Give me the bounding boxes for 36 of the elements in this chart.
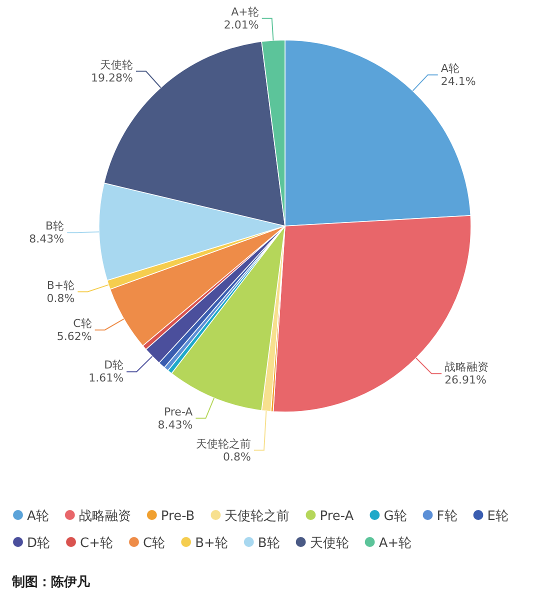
legend-label: B+轮: [195, 536, 228, 551]
data-label: 5.62%: [56, 330, 92, 343]
legend-label: B轮: [258, 536, 280, 551]
slice-label: 战略融资: [444, 360, 489, 374]
data-label: 0.8%: [46, 292, 75, 305]
legend-label: G轮: [384, 509, 407, 524]
slice-label: B+轮: [46, 278, 75, 292]
data-label: 19.28%: [91, 71, 133, 84]
slice-label: B轮: [46, 220, 64, 233]
text: 制图：陈伊凡: [11, 575, 90, 590]
slice-label: A+轮: [231, 5, 259, 18]
slice-label: D轮: [104, 358, 124, 372]
slice-label: 天使轮之前: [196, 437, 251, 450]
legend-label: Pre-A: [320, 509, 354, 524]
legend-label: Pre-B: [160, 509, 195, 524]
data-label: 26.91%: [444, 374, 487, 387]
legend-label: 天使轮: [310, 536, 349, 551]
legend-label: D轮: [27, 536, 50, 551]
data-label: 1.61%: [88, 372, 124, 385]
data-label: 8.43%: [158, 418, 193, 432]
data-label: 24.1%: [440, 74, 476, 88]
data-label: 2.01%: [224, 18, 259, 32]
data-label: 8.43%: [29, 232, 64, 246]
legend-label: 战略融资: [78, 509, 131, 524]
slice-label: 天使轮: [100, 58, 133, 72]
slice-label: Pre-A: [164, 405, 194, 418]
legend-label: 天使轮之前: [224, 509, 290, 524]
legend-label: A+轮: [378, 536, 412, 551]
legend-label: A轮: [27, 509, 49, 524]
legend-label: F轮: [436, 509, 458, 524]
legend-label: E轮: [487, 509, 508, 524]
data-label: 0.8%: [223, 450, 251, 464]
slice-label: C轮: [73, 316, 92, 330]
legend-label: C+轮: [80, 536, 113, 551]
legend-label: C轮: [143, 536, 166, 551]
slice-label: A轮: [440, 62, 460, 75]
